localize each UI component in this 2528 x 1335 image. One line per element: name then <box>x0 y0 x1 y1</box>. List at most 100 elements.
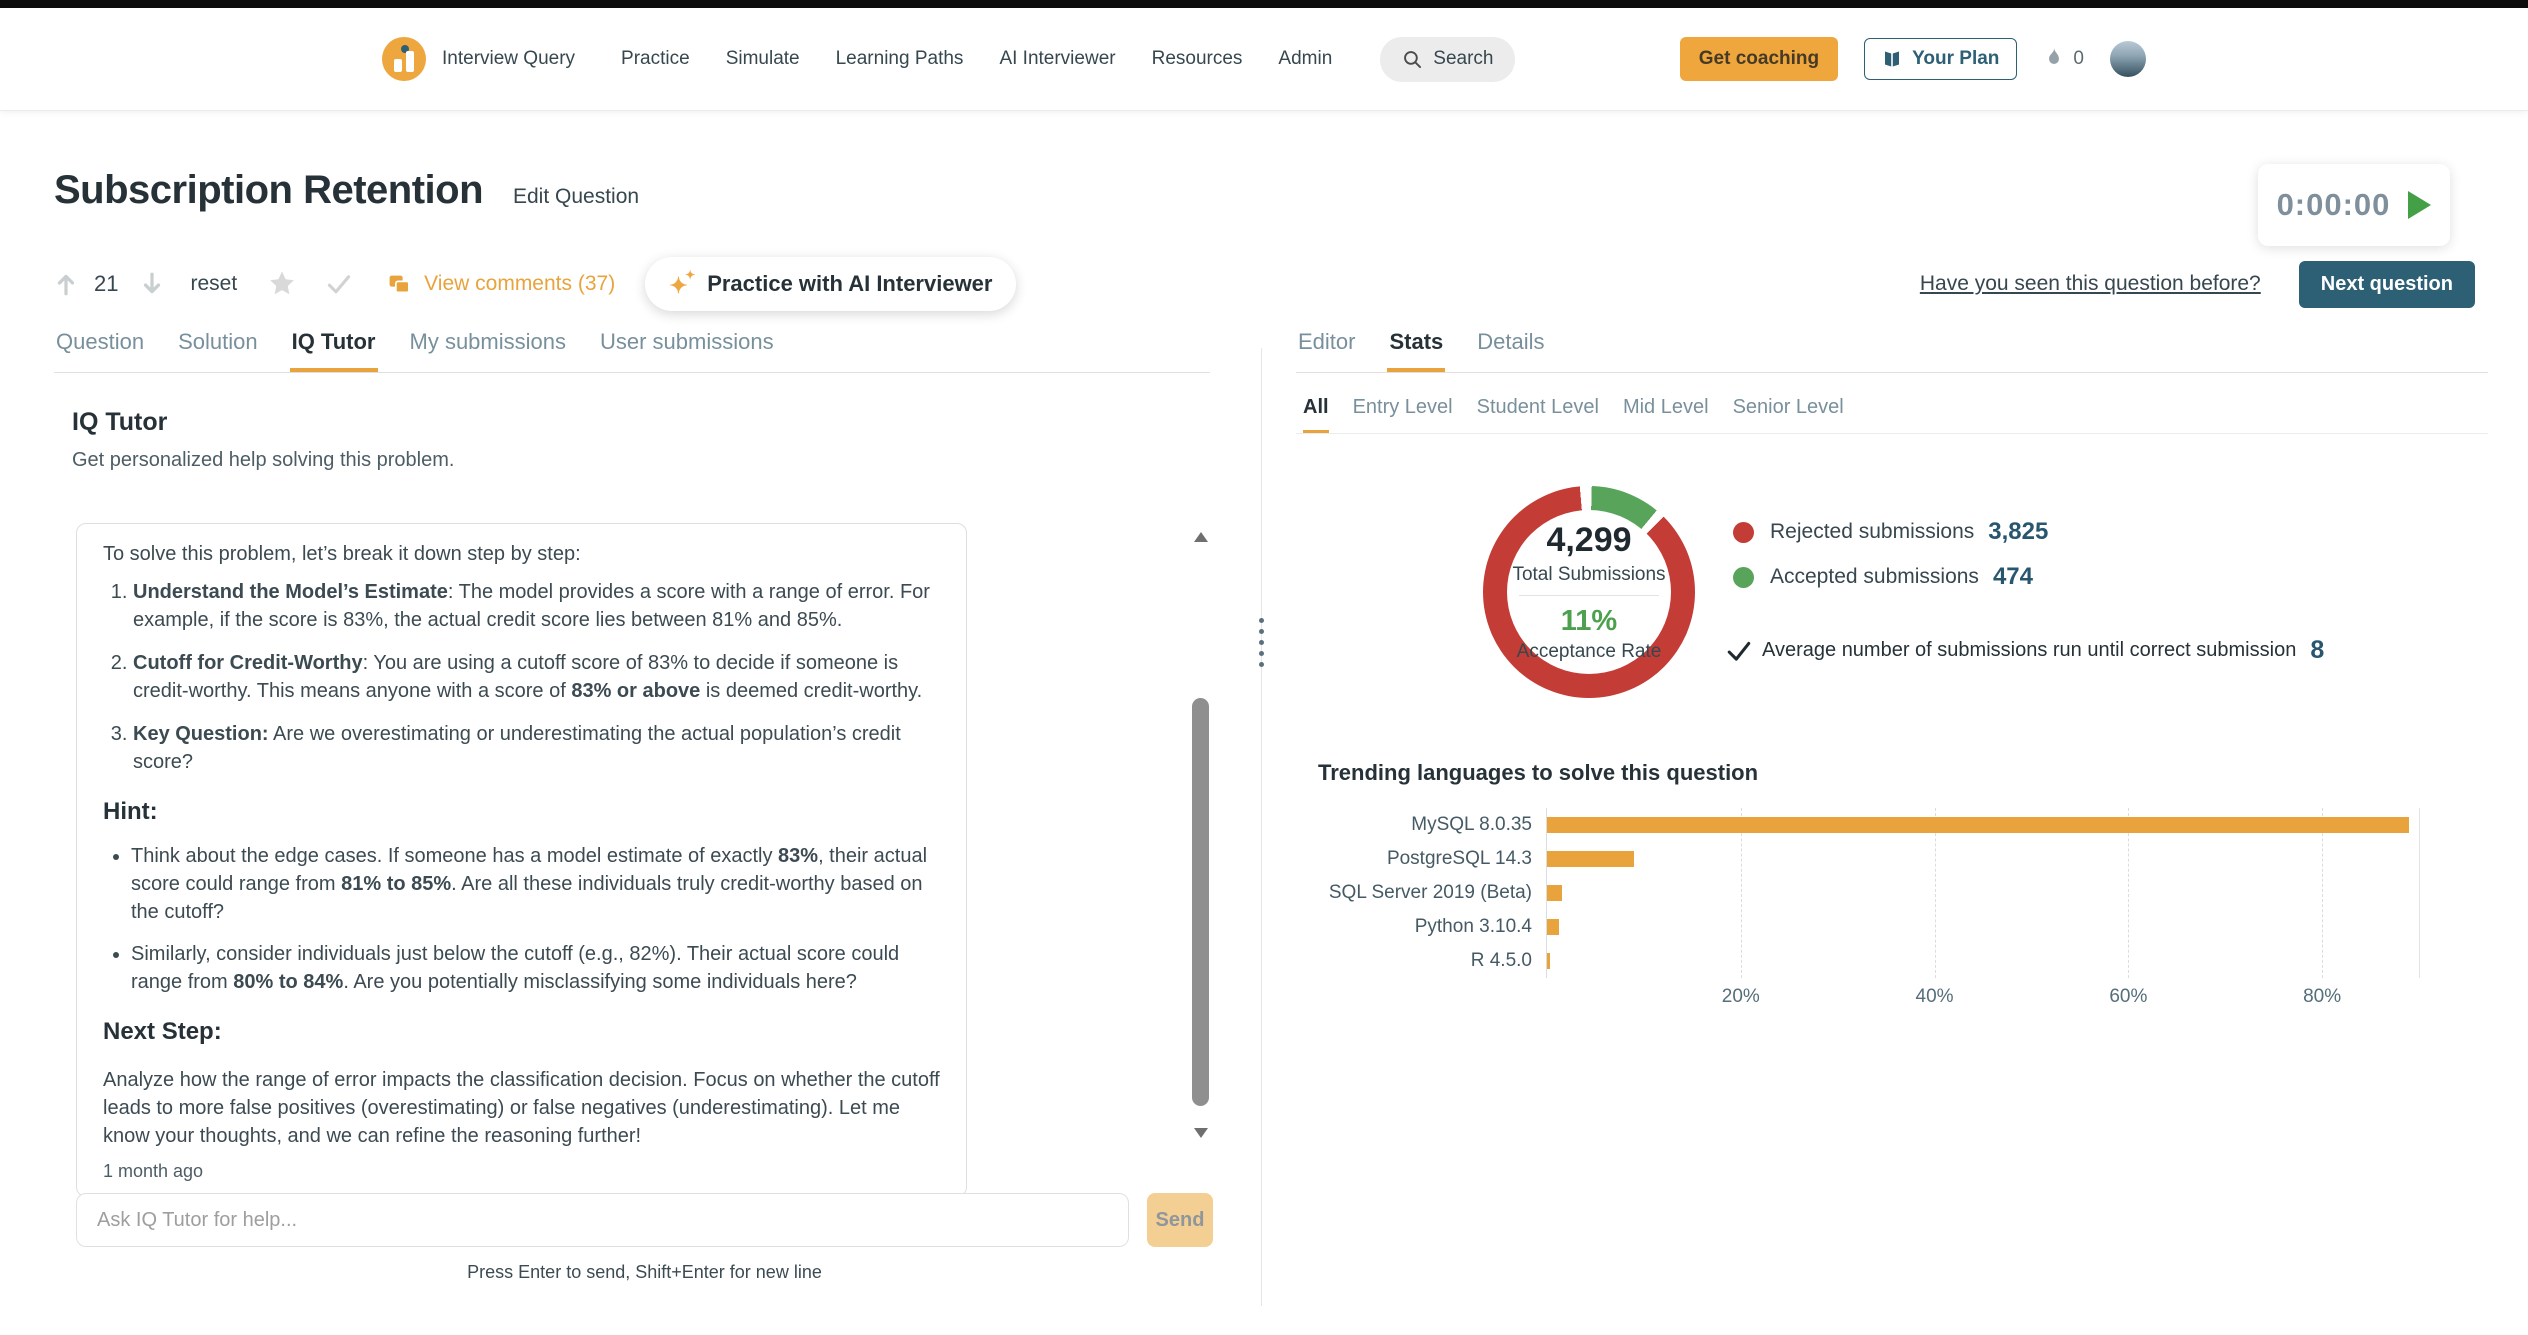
x-tick-label: 60% <box>2109 986 2148 1007</box>
user-avatar[interactable] <box>2110 41 2146 77</box>
accepted-label: Accepted submissions <box>1770 565 1979 588</box>
chart-plot: 20% 40% 60% 80% <box>1546 808 2420 1007</box>
edit-question-link[interactable]: Edit Question <box>513 185 640 208</box>
bar <box>1547 953 1550 969</box>
level-entry[interactable]: Entry Level <box>1352 396 1453 418</box>
scroll-down-arrow-icon[interactable] <box>1194 1128 1208 1138</box>
accepted-dot-icon <box>1733 566 1754 588</box>
tab-user-submissions[interactable]: User submissions <box>599 329 774 354</box>
tutor-message: To solve this problem, let’s break it do… <box>76 523 967 1197</box>
nav-item-resources[interactable]: Resources <box>1151 48 1243 69</box>
tab-details[interactable]: Details <box>1477 329 1545 354</box>
tab-iq-tutor[interactable]: IQ Tutor <box>289 329 378 372</box>
legend-accepted: Accepted submissions 474 <box>1733 563 2048 591</box>
downvote-button[interactable] <box>140 271 164 297</box>
your-plan-button[interactable]: Your Plan <box>1864 38 2018 80</box>
trending-languages-title: Trending languages to solve this questio… <box>1318 760 1759 785</box>
brand-name: Interview Query <box>442 48 576 69</box>
total-submissions-label: Total Submissions <box>1512 564 1666 585</box>
bar-row <box>1547 808 2419 842</box>
gridline <box>2128 808 2130 978</box>
practice-ai-label: Practice with AI Interviewer <box>707 271 993 296</box>
right-panel-tabs: Editor Stats Details <box>1296 329 2488 373</box>
tab-solution[interactable]: Solution <box>178 329 258 354</box>
nav-item-learning-paths[interactable]: Learning Paths <box>835 48 964 69</box>
timer-play-button[interactable] <box>2408 191 2432 219</box>
nav-item-admin[interactable]: Admin <box>1278 48 1333 69</box>
message-timestamp: 1 month ago <box>103 1161 204 1181</box>
tab-editor[interactable]: Editor <box>1298 329 1356 354</box>
average-submissions-value: 8 <box>2310 636 2325 664</box>
panel-resize-handle[interactable] <box>1258 618 1265 673</box>
streak-count: 0 <box>2073 48 2084 69</box>
acceptance-rate-label: Acceptance Rate <box>1516 641 1662 662</box>
nav-links: Practice Simulate Learning Paths AI Inte… <box>621 48 1332 70</box>
tutor-chat-input[interactable] <box>76 1193 1129 1247</box>
average-submissions-row: Average number of submissions run until … <box>1726 636 2324 665</box>
bar-row <box>1547 944 2419 978</box>
rejected-dot-icon <box>1733 521 1754 543</box>
main-nav: Interview Query Practice Simulate Learni… <box>0 8 2528 111</box>
languages-bar-chart: MySQL 8.0.35 PostgreSQL 14.3 SQL Server 20… <box>1318 808 2420 1007</box>
total-submissions-value: 4,299 <box>1546 521 1632 559</box>
bar-label: Python 3.10.4 <box>1414 916 1532 937</box>
bar-label: R 4.5.0 <box>1470 950 1532 971</box>
streak-counter[interactable]: 0 <box>2043 46 2084 72</box>
bar <box>1547 919 1559 935</box>
chat-scrollbar[interactable] <box>1191 526 1210 1144</box>
tab-my-submissions[interactable]: My submissions <box>409 329 566 354</box>
next-step-text: Analyze how the range of error impacts t… <box>103 1069 940 1147</box>
rejected-value: 3,825 <box>1988 518 2049 545</box>
search-button[interactable]: Search <box>1380 36 1516 82</box>
checkmark-icon <box>1726 639 1752 663</box>
next-question-button[interactable]: Next question <box>2298 260 2475 308</box>
gridline <box>1740 808 1742 978</box>
donut-ring: 4,299 Total Submissions 11% Acceptance R… <box>1483 486 1695 698</box>
bar <box>1547 817 2410 833</box>
reset-link[interactable]: reset <box>190 272 238 295</box>
send-button[interactable]: Send <box>1147 1193 1213 1247</box>
hint-heading: Hint: <box>103 798 158 825</box>
nav-item-simulate[interactable]: Simulate <box>725 48 800 69</box>
iq-tutor-subheading: Get personalized help solving this probl… <box>72 449 455 471</box>
x-axis: 20% 40% 60% 80% <box>1547 978 2419 1007</box>
tab-stats[interactable]: Stats <box>1387 329 1446 372</box>
level-filter-tabs: All Entry Level Student Level Mid Level … <box>1296 396 2488 434</box>
level-all[interactable]: All <box>1303 396 1329 433</box>
bar-row <box>1547 910 2419 944</box>
flame-icon <box>2043 46 2065 72</box>
question-actions: 21 reset View comments (37) ✦ ✦ Practice … <box>54 257 2475 311</box>
acceptance-rate-value: 11% <box>1560 605 1618 637</box>
upvote-button[interactable] <box>54 271 78 297</box>
level-mid[interactable]: Mid Level <box>1622 396 1709 418</box>
chart-labels: MySQL 8.0.35 PostgreSQL 14.3 SQL Server 20… <box>1318 808 1546 1006</box>
donut-legend: Rejected submissions 3,825 Accepted subm… <box>1733 518 2048 591</box>
x-tick-label: 80% <box>2303 986 2342 1007</box>
accepted-value: 474 <box>1992 563 2033 590</box>
book-icon <box>1882 49 1902 69</box>
nav-item-practice[interactable]: Practice <box>621 48 690 69</box>
practice-ai-interviewer-button[interactable]: ✦ ✦ Practice with AI Interviewer <box>645 257 1017 311</box>
scroll-up-arrow-icon[interactable] <box>1194 532 1208 542</box>
left-panel-tabs: Question Solution IQ Tutor My submission… <box>54 329 1210 373</box>
seen-before-link[interactable]: Have you seen this question before? <box>1919 272 2261 295</box>
message-intro: To solve this problem, let’s break it do… <box>103 543 581 565</box>
level-senior[interactable]: Senior Level <box>1732 396 1844 418</box>
brand[interactable]: Interview Query <box>382 37 575 81</box>
message-step: Understand the Model’s Estimate: The mod… <box>133 578 940 634</box>
scrollbar-thumb[interactable] <box>1192 698 1209 1106</box>
nav-item-ai-interviewer[interactable]: AI Interviewer <box>999 48 1116 69</box>
level-student[interactable]: Student Level <box>1476 396 1599 418</box>
bookmark-star-button[interactable] <box>267 269 297 299</box>
mark-solved-check-button[interactable] <box>325 272 353 296</box>
tab-question[interactable]: Question <box>56 329 145 354</box>
view-comments-link[interactable]: View comments (37) <box>387 272 615 297</box>
hint-item: Think about the edge cases. If someone h… <box>131 842 940 926</box>
message-steps: Understand the Model’s Estimate: The mod… <box>103 578 940 776</box>
sparkles-icon: ✦ ✦ <box>669 268 696 298</box>
average-submissions-label: Average number of submissions run until … <box>1762 639 2297 661</box>
vote-count: 21 <box>94 271 119 296</box>
comments-icon <box>387 272 412 297</box>
get-coaching-button[interactable]: Get coaching <box>1679 37 1839 81</box>
